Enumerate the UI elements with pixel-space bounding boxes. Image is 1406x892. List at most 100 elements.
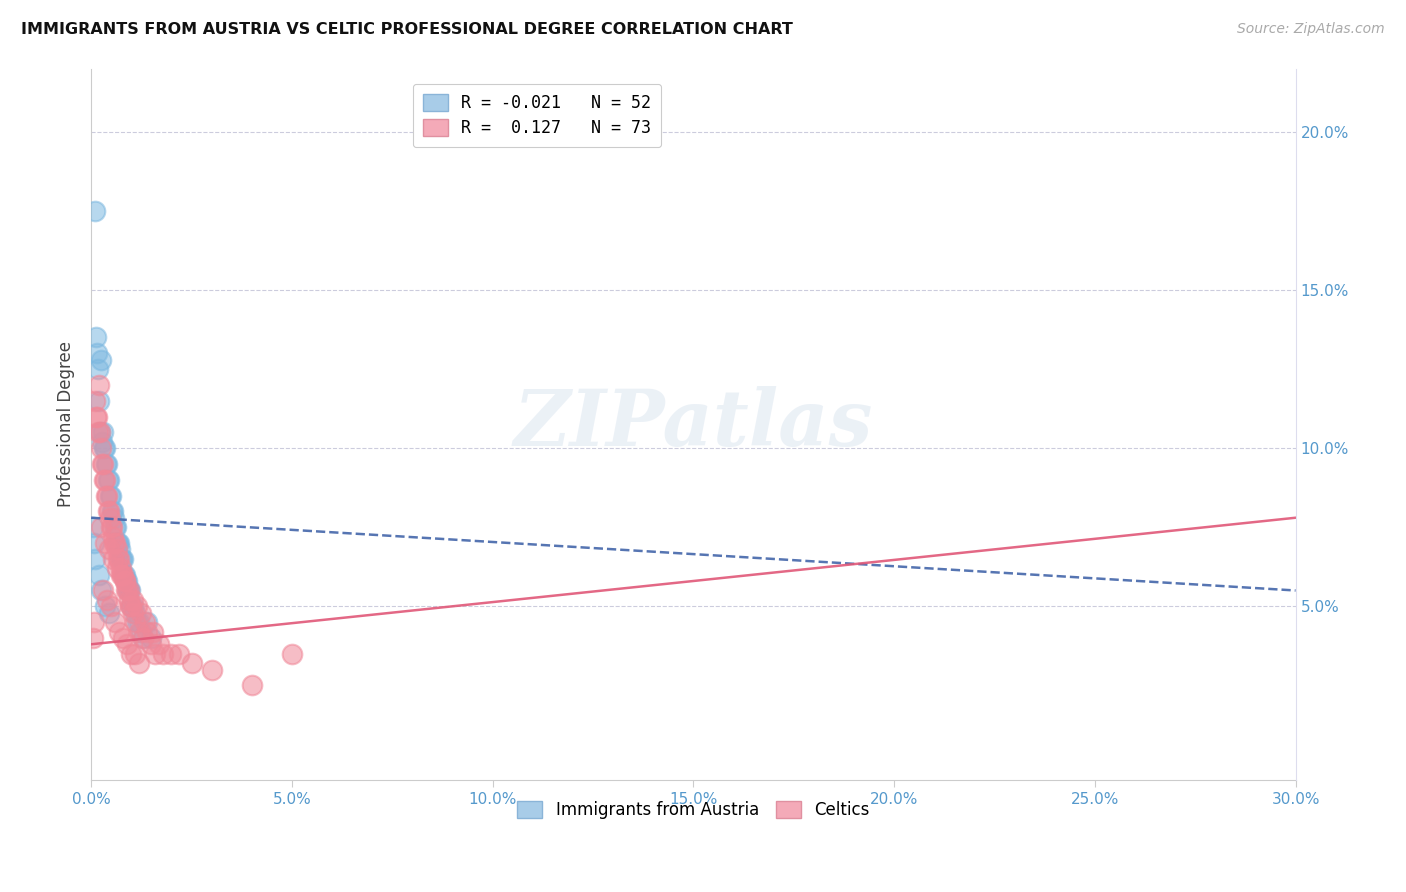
Point [87, 362, 110, 376]
Point [104, 536, 127, 550]
Point [82, 520, 104, 534]
Point [136, 624, 159, 639]
Point [91, 457, 114, 471]
Point [91, 457, 114, 471]
Point [128, 657, 150, 671]
Point [96, 489, 118, 503]
Point [132, 631, 155, 645]
Point [103, 510, 125, 524]
Point [98, 504, 121, 518]
Point [101, 504, 124, 518]
Point [111, 567, 134, 582]
Point [148, 637, 170, 651]
Point [98, 606, 121, 620]
Legend: Immigrants from Austria, Celtics: Immigrants from Austria, Celtics [510, 794, 876, 825]
Point [100, 489, 122, 503]
Point [115, 574, 138, 588]
Point [82, 631, 104, 645]
Point [93, 473, 115, 487]
Point [91, 583, 114, 598]
Y-axis label: Professional Degree: Professional Degree [58, 342, 75, 508]
Point [94, 599, 117, 614]
Point [111, 552, 134, 566]
Point [281, 647, 304, 661]
Point [103, 552, 125, 566]
Point [96, 489, 118, 503]
Point [160, 647, 183, 661]
Point [120, 599, 142, 614]
Point [89, 567, 111, 582]
Point [124, 615, 146, 629]
Point [91, 425, 114, 440]
Point [107, 552, 129, 566]
Point [101, 520, 124, 534]
Point [84, 203, 107, 218]
Point [128, 615, 150, 629]
Point [90, 583, 112, 598]
Point [108, 542, 131, 557]
Point [114, 574, 136, 588]
Point [86, 409, 108, 424]
Point [100, 520, 122, 534]
Point [84, 393, 107, 408]
Point [84, 409, 107, 424]
Point [200, 663, 222, 677]
Point [105, 561, 128, 575]
Point [120, 583, 142, 598]
Point [117, 583, 139, 598]
Point [152, 647, 174, 661]
Point [112, 631, 135, 645]
Point [86, 346, 108, 360]
Point [120, 647, 142, 661]
Point [108, 536, 131, 550]
Point [112, 567, 135, 582]
Point [97, 504, 120, 518]
Point [103, 536, 125, 550]
Point [98, 542, 121, 557]
Point [120, 599, 142, 614]
Point [100, 599, 122, 614]
Point [141, 637, 163, 651]
Point [114, 574, 136, 588]
Point [89, 377, 111, 392]
Point [90, 520, 112, 534]
Point [240, 678, 263, 692]
Point [108, 552, 131, 566]
Point [107, 536, 129, 550]
Point [112, 552, 135, 566]
Point [87, 425, 110, 440]
Point [169, 647, 191, 661]
Point [136, 615, 159, 629]
Point [114, 567, 136, 582]
Point [132, 631, 155, 645]
Point [115, 583, 138, 598]
Point [94, 441, 117, 455]
Point [131, 606, 153, 620]
Point [141, 631, 163, 645]
Point [97, 473, 120, 487]
Point [94, 536, 117, 550]
Point [117, 574, 139, 588]
Point [105, 520, 128, 534]
Point [118, 593, 141, 607]
Point [122, 593, 145, 607]
Point [83, 536, 105, 550]
Point [90, 352, 112, 367]
Point [145, 647, 167, 661]
Point [89, 425, 111, 440]
Point [134, 615, 156, 629]
Point [89, 393, 111, 408]
Point [100, 489, 122, 503]
Point [93, 441, 115, 455]
Point [103, 530, 125, 544]
Text: Source: ZipAtlas.com: Source: ZipAtlas.com [1237, 22, 1385, 37]
Point [110, 567, 132, 582]
Point [91, 434, 114, 449]
Point [83, 615, 105, 629]
Point [103, 504, 125, 518]
Point [112, 567, 135, 582]
Point [124, 606, 146, 620]
Point [124, 647, 146, 661]
Point [100, 510, 122, 524]
Point [118, 583, 141, 598]
